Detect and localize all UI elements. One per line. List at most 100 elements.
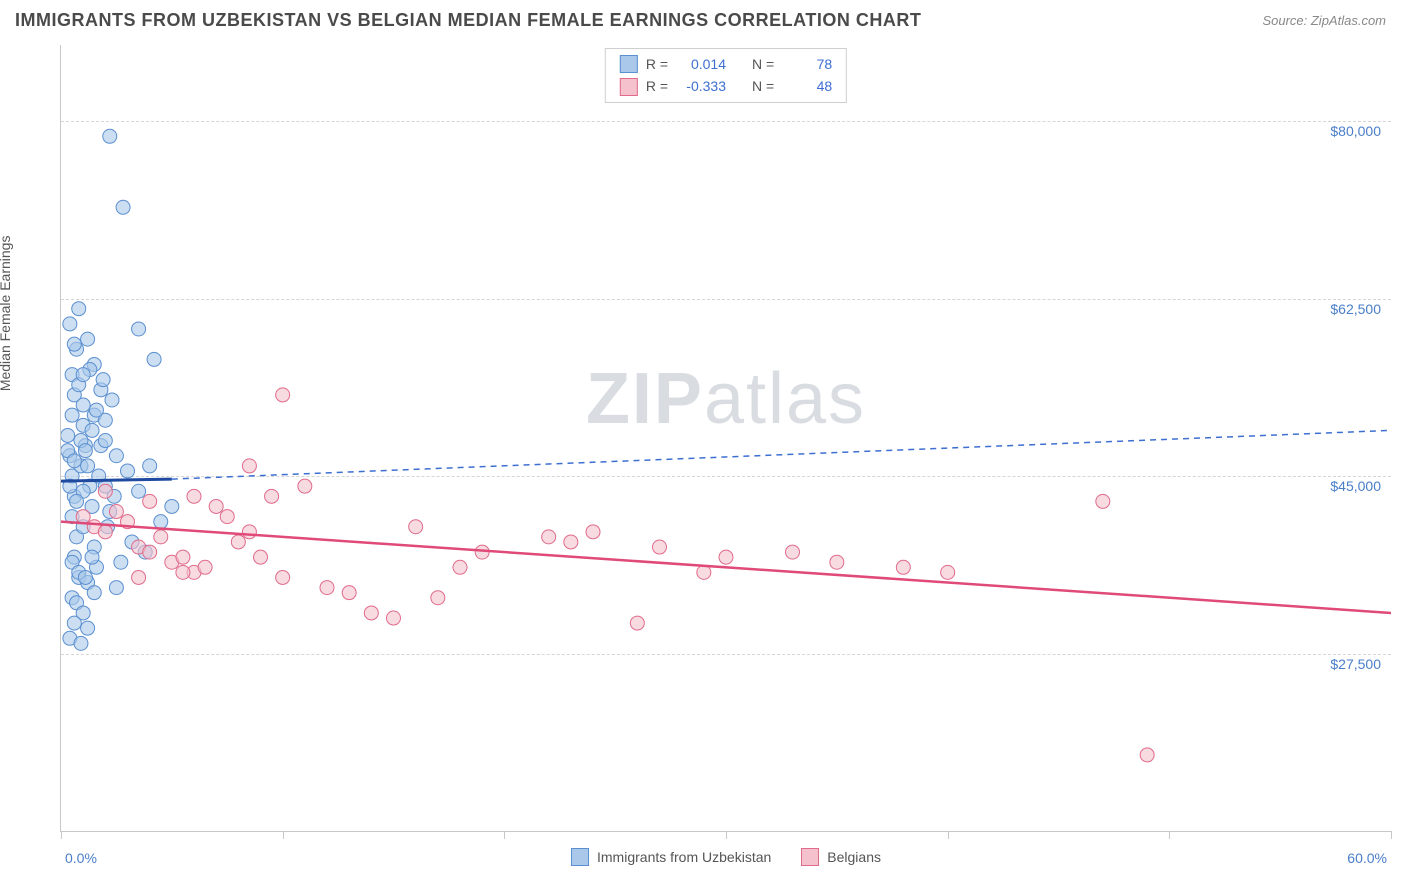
data-point xyxy=(65,408,79,422)
data-point xyxy=(387,611,401,625)
data-point xyxy=(154,530,168,544)
data-point xyxy=(830,555,844,569)
data-point xyxy=(132,322,146,336)
x-tick xyxy=(948,831,949,839)
trend-line xyxy=(61,479,172,481)
data-point xyxy=(67,454,81,468)
data-point xyxy=(98,484,112,498)
data-point xyxy=(896,560,910,574)
data-point xyxy=(187,489,201,503)
r-value-series1: 0.014 xyxy=(676,53,726,75)
data-point xyxy=(114,555,128,569)
data-point xyxy=(276,388,290,402)
data-point xyxy=(116,200,130,214)
data-point xyxy=(78,570,92,584)
y-axis-label: Median Female Earnings xyxy=(0,236,13,392)
data-point xyxy=(89,403,103,417)
trend-line xyxy=(61,522,1391,613)
data-point xyxy=(176,550,190,564)
data-point xyxy=(70,494,84,508)
data-point xyxy=(1096,494,1110,508)
n-value-series2: 48 xyxy=(782,75,832,97)
data-point xyxy=(453,560,467,574)
data-point xyxy=(220,510,234,524)
data-point xyxy=(941,565,955,579)
data-point xyxy=(242,525,256,539)
x-tick xyxy=(1169,831,1170,839)
data-point xyxy=(298,479,312,493)
data-point xyxy=(87,586,101,600)
data-point xyxy=(320,581,334,595)
data-point xyxy=(98,525,112,539)
x-tick xyxy=(61,831,62,839)
data-point xyxy=(198,560,212,574)
data-point xyxy=(165,499,179,513)
data-point xyxy=(109,449,123,463)
data-point xyxy=(1140,748,1154,762)
data-point xyxy=(265,489,279,503)
data-point xyxy=(697,565,711,579)
series-legend: Immigrants from Uzbekistan Belgians xyxy=(571,848,881,866)
data-point xyxy=(143,494,157,508)
n-value-series1: 78 xyxy=(782,53,832,75)
data-point xyxy=(132,484,146,498)
series1-name: Immigrants from Uzbekistan xyxy=(597,849,771,865)
data-point xyxy=(542,530,556,544)
data-point xyxy=(76,398,90,412)
data-point xyxy=(143,545,157,559)
x-max-label: 60.0% xyxy=(1347,850,1387,866)
data-point xyxy=(630,616,644,630)
data-point xyxy=(67,337,81,351)
n-label: N = xyxy=(752,53,774,75)
data-point xyxy=(81,621,95,635)
data-point xyxy=(176,565,190,579)
data-point xyxy=(81,459,95,473)
data-point xyxy=(276,570,290,584)
swatch-series2 xyxy=(801,848,819,866)
legend-item-series1: Immigrants from Uzbekistan xyxy=(571,848,771,866)
x-tick xyxy=(504,831,505,839)
data-point xyxy=(78,444,92,458)
data-point xyxy=(76,510,90,524)
data-point xyxy=(143,459,157,473)
data-point xyxy=(431,591,445,605)
r-label: R = xyxy=(646,53,668,75)
legend-item-series2: Belgians xyxy=(801,848,881,866)
data-point xyxy=(76,368,90,382)
data-point xyxy=(586,525,600,539)
data-point xyxy=(653,540,667,554)
data-point xyxy=(72,302,86,316)
legend-row-series2: R = -0.333 N = 48 xyxy=(620,75,832,97)
data-point xyxy=(81,332,95,346)
swatch-series2 xyxy=(620,78,638,96)
x-min-label: 0.0% xyxy=(65,850,97,866)
data-point xyxy=(85,423,99,437)
data-point xyxy=(61,428,75,442)
r-value-series2: -0.333 xyxy=(676,75,726,97)
x-tick xyxy=(726,831,727,839)
data-point xyxy=(154,515,168,529)
n-label: N = xyxy=(752,75,774,97)
swatch-series1 xyxy=(620,55,638,73)
data-point xyxy=(103,129,117,143)
data-point xyxy=(231,535,245,549)
chart-container: Median Female Earnings ZIPatlas R = 0.01… xyxy=(15,45,1391,877)
data-point xyxy=(147,352,161,366)
data-point xyxy=(132,570,146,584)
data-point xyxy=(409,520,423,534)
data-point xyxy=(74,636,88,650)
swatch-series1 xyxy=(571,848,589,866)
data-point xyxy=(109,505,123,519)
data-point xyxy=(786,545,800,559)
series2-name: Belgians xyxy=(827,849,881,865)
data-point xyxy=(105,393,119,407)
data-point xyxy=(121,464,135,478)
data-point xyxy=(719,550,733,564)
trend-line xyxy=(172,430,1391,479)
data-point xyxy=(342,586,356,600)
scatter-svg xyxy=(61,45,1391,831)
data-point xyxy=(209,499,223,513)
data-point xyxy=(242,459,256,473)
plot-area: ZIPatlas R = 0.014 N = 78 R = -0.333 N =… xyxy=(60,45,1391,832)
data-point xyxy=(98,434,112,448)
